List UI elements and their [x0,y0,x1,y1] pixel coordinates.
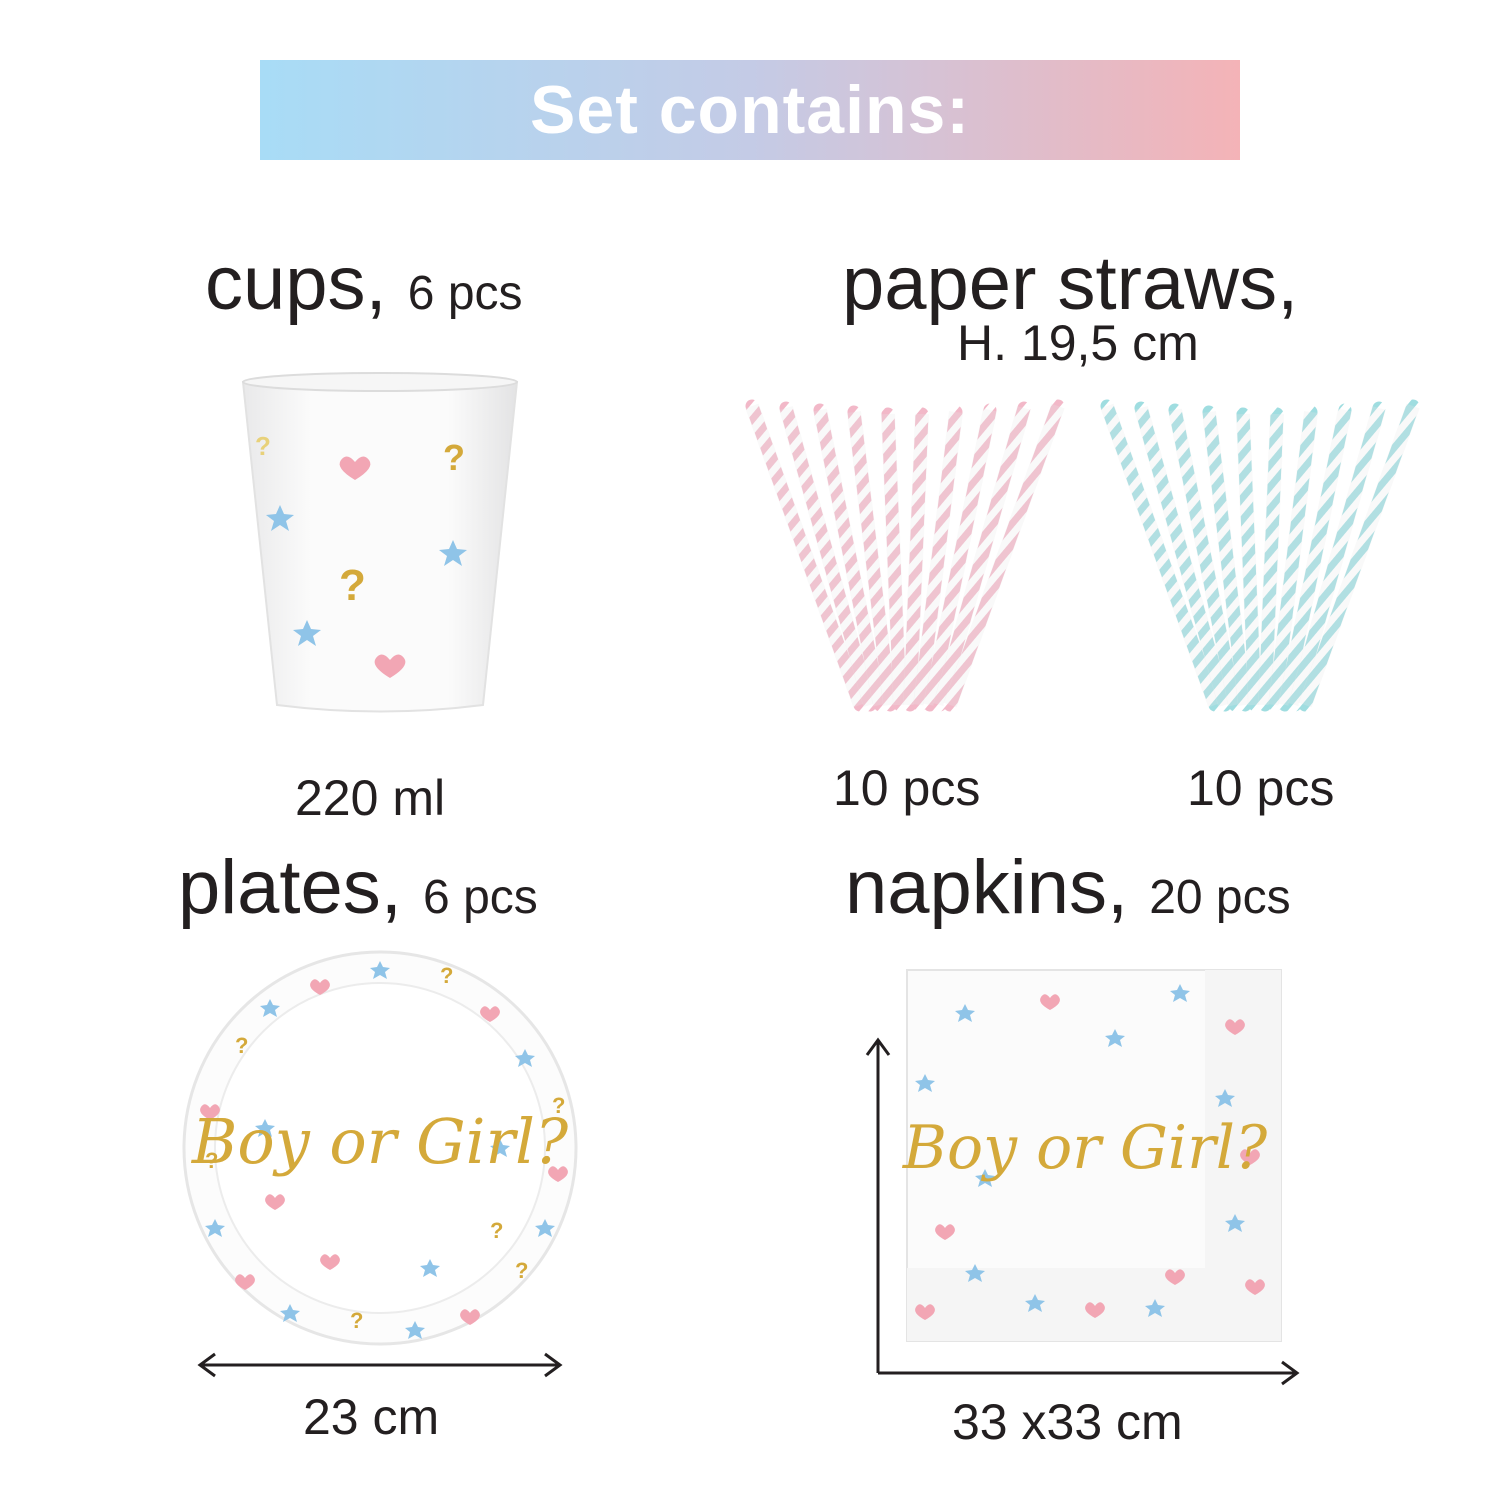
napkins-size: 33 x33 cm [952,1394,1183,1450]
question-mark-icon: ? [235,1033,248,1058]
star-icon [515,1049,535,1067]
star-icon [1025,1294,1045,1312]
cup-image: ? ? ? [241,372,519,713]
plates-name: plates, [178,845,402,930]
plates-size: 23 cm [303,1389,440,1445]
heart-icon [480,1006,500,1022]
heart-icon [1225,1019,1245,1035]
straw [1100,399,1222,712]
question-mark-icon: ? [443,437,465,478]
heart-icon [1085,1302,1105,1318]
star-icon [260,999,280,1017]
question-mark-icon: ? [440,963,453,988]
plates-heading: plates, 6 pcs [178,850,538,926]
straw [813,403,887,712]
heart-icon [1040,994,1060,1010]
straw [903,407,929,712]
cups-qty: 6 pcs [407,267,523,320]
heart-icon [548,1166,568,1182]
napkin-print: Boy or Girl? [902,1113,1268,1183]
star-icon [420,1259,440,1277]
napkins-qty: 20 pcs [1149,871,1291,924]
question-mark-icon: ? [255,431,271,461]
heart-icon [320,1254,340,1270]
heart-icon [200,1104,220,1120]
straw [745,399,867,712]
straws-size: H. 19,5 cm [957,315,1199,371]
straw [1278,403,1352,712]
star-icon [1105,1029,1125,1047]
heart-icon [1240,1149,1260,1165]
heart-icon [915,1304,935,1320]
blue-straws-qty: 10 pcs [1187,760,1335,816]
star-icon [975,1169,995,1187]
cups-name: cups, [205,241,387,326]
heart-icon [1245,1279,1265,1295]
plate-print: Boy or Girl? [191,1105,569,1178]
star-icon [293,620,321,646]
heart-icon [265,1194,285,1210]
question-mark-icon: ? [339,561,366,610]
star-icon [915,1074,935,1092]
straw [1258,407,1284,712]
straw [1298,399,1420,712]
question-mark-icon: ? [350,1308,363,1333]
star-icon [205,1219,225,1237]
straw [1202,405,1252,712]
question-mark-icon: ? [515,1258,528,1283]
straw [923,403,997,712]
plate-image: ??????? Boy or Girl? [182,950,578,1346]
plate-diameter-double-arrow-icon [197,1352,563,1378]
straw [913,405,963,712]
straw [1134,401,1232,712]
heart-icon [935,1224,955,1240]
heart-icon [339,456,371,480]
heart-icon [460,1309,480,1325]
star-icon [955,1004,975,1022]
header-banner: Set contains: [260,60,1240,160]
heart-icon [1165,1269,1185,1285]
heart-icon [374,654,406,678]
straw [847,405,897,712]
straw [943,399,1065,712]
star-icon [405,1321,425,1339]
blue-straws-image [1100,399,1420,712]
star-icon [280,1304,300,1322]
straw [1168,403,1242,712]
pink-straws-image [745,399,1065,712]
star-icon [255,1119,275,1137]
star-icon [266,505,294,531]
pink-straws-qty: 10 pcs [833,760,981,816]
heart-icon [310,979,330,995]
star-icon [1170,984,1190,1002]
plates-qty: 6 pcs [423,871,538,924]
star-icon [1225,1214,1245,1232]
napkin-size-arrows-icon [865,1037,1300,1386]
banner-title: Set contains: [530,72,970,148]
question-mark-icon: ? [490,1218,503,1243]
heart-icon [235,1274,255,1290]
star-icon [370,961,390,979]
straw [881,407,907,712]
star-icon [439,540,467,566]
napkin-image: Boy or Girl? [902,969,1282,1342]
star-icon [490,1139,510,1157]
cups-size: 220 ml [295,770,446,826]
napkins-name: napkins, [845,845,1129,930]
cups-heading: cups, 6 pcs [205,246,523,322]
straw [1236,407,1262,712]
straw [1268,405,1318,712]
napkins-heading: napkins, 20 pcs [845,850,1291,926]
star-icon [535,1219,555,1237]
star-icon [1215,1089,1235,1107]
straw [1288,401,1386,712]
straws-name: paper straws, [842,241,1299,326]
question-mark-icon: ? [552,1093,565,1118]
straw [779,401,877,712]
question-mark-icon: ? [205,1148,218,1173]
star-icon [1145,1299,1165,1317]
star-icon [965,1264,985,1282]
straw [933,401,1031,712]
